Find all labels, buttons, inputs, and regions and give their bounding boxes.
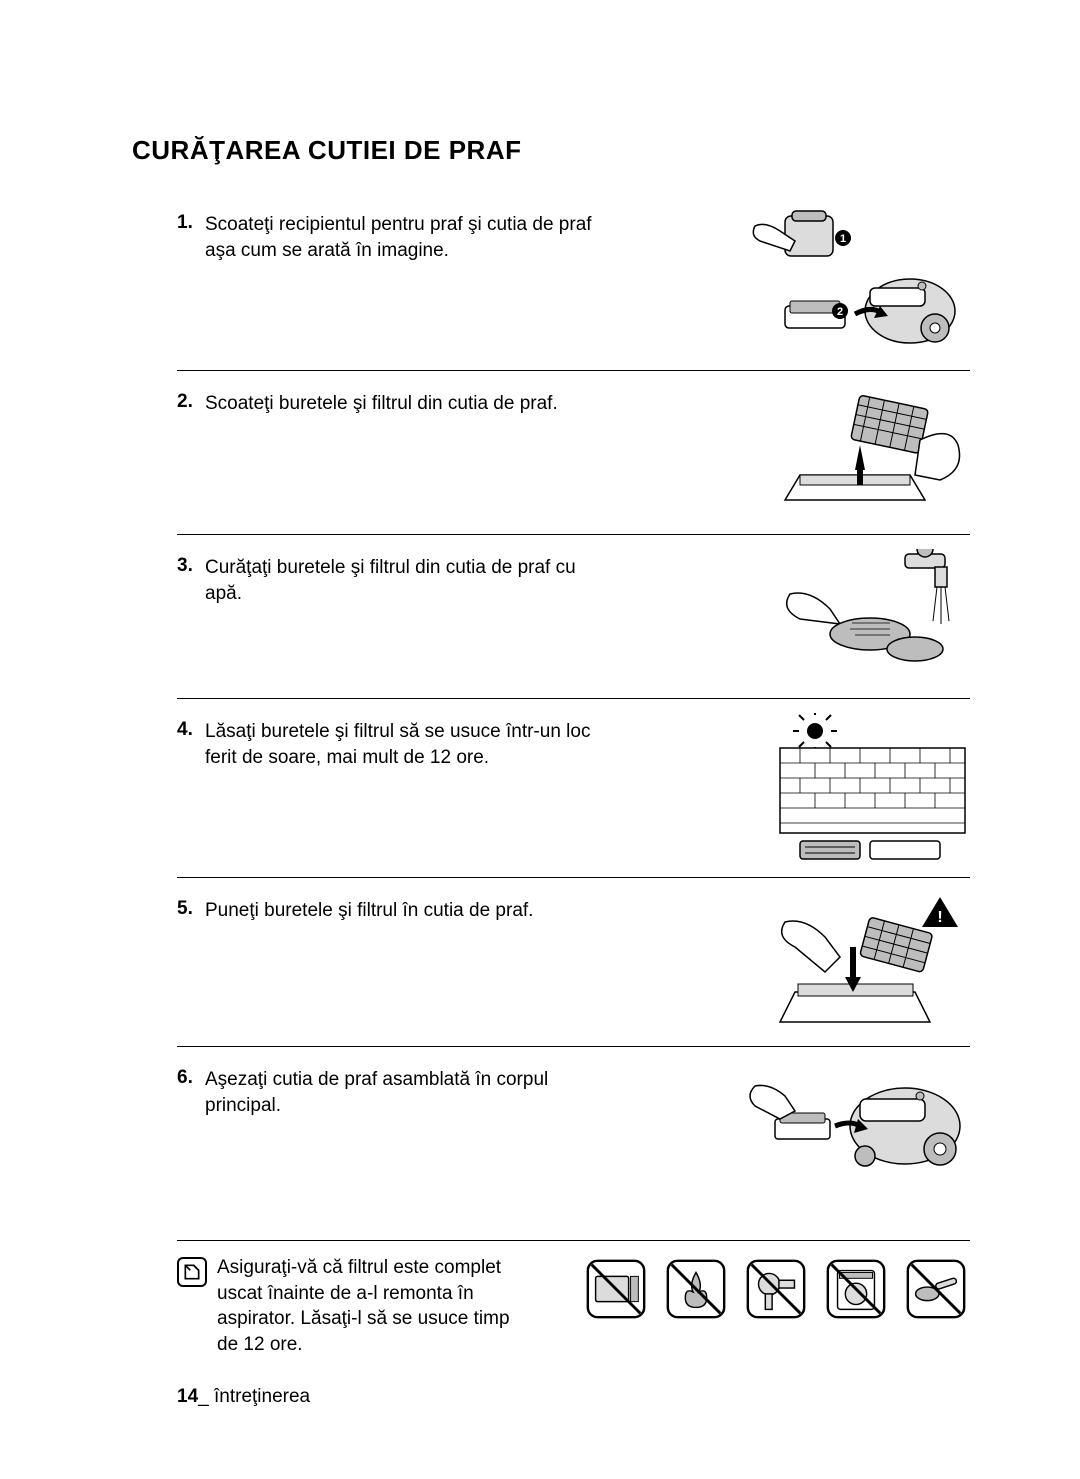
note-text: Asiguraţi-vă că filtrul este complet usc… xyxy=(217,1255,517,1358)
step-4: 4. Lăsaţi buretele şi filtrul să se usuc… xyxy=(177,713,970,878)
step-1-number: 1. xyxy=(177,212,205,263)
step-6-number: 6. xyxy=(177,1067,205,1118)
step-5: 5. Puneţi buretele şi filtrul în cutia d… xyxy=(177,892,970,1047)
step-6-illustration xyxy=(740,1061,970,1181)
step-3-text: Curăţaţi buretele şi filtrul din cutia d… xyxy=(205,555,605,606)
steps-list: 1. Scoateţi recipientul pentru praf şi c… xyxy=(177,206,970,1241)
step-5-illustration: ! xyxy=(740,892,970,1032)
step-4-text: Lăsaţi buretele şi filtrul să se usuce î… xyxy=(205,719,605,770)
step-2-number: 2. xyxy=(177,391,205,417)
step-2: 2. Scoateţi buretele şi filtrul din cuti… xyxy=(177,385,970,535)
step-6-text: Aşezaţi cutia de praf asamblată în corpu… xyxy=(205,1067,605,1118)
step-5-number: 5. xyxy=(177,898,205,924)
step-4-illustration xyxy=(740,713,970,863)
note-row: Asiguraţi-vă că filtrul este complet usc… xyxy=(177,1255,970,1358)
page-footer: 14_ întreţinerea xyxy=(177,1386,970,1408)
step-1-illustration: 1 2 xyxy=(740,206,970,356)
step-1-text: Scoateţi recipientul pentru praf şi cuti… xyxy=(205,212,605,263)
step-2-text: Scoateţi buretele şi filtrul din cutia d… xyxy=(205,391,558,417)
no-washer-icon xyxy=(822,1255,890,1323)
no-fire-icon xyxy=(662,1255,730,1323)
step-6: 6. Aşezaţi cutia de praf asamblată în co… xyxy=(177,1061,970,1241)
step-3-number: 3. xyxy=(177,555,205,606)
note-icon xyxy=(177,1257,207,1287)
step-4-number: 4. xyxy=(177,719,205,770)
svg-text:1: 1 xyxy=(840,233,846,245)
footer-separator: _ xyxy=(198,1386,214,1407)
no-microwave-icon xyxy=(582,1255,650,1323)
no-hairdryer-icon xyxy=(742,1255,810,1323)
step-1: 1. Scoateţi recipientul pentru praf şi c… xyxy=(177,206,970,371)
step-3-illustration xyxy=(740,549,970,679)
step-3: 3. Curăţaţi buretele şi filtrul din cuti… xyxy=(177,549,970,699)
step-2-illustration xyxy=(740,385,970,515)
footer-section: întreţinerea xyxy=(214,1386,310,1407)
step-5-text: Puneţi buretele şi filtrul în cutia de p… xyxy=(205,898,533,924)
svg-text:!: ! xyxy=(937,909,942,926)
footer-page-number: 14 xyxy=(177,1386,198,1407)
page-title: CURĂŢAREA CUTIEI DE PRAF xyxy=(132,135,970,166)
prohibition-icons xyxy=(582,1255,970,1323)
svg-text:2: 2 xyxy=(837,306,843,318)
no-brush-icon xyxy=(902,1255,970,1323)
